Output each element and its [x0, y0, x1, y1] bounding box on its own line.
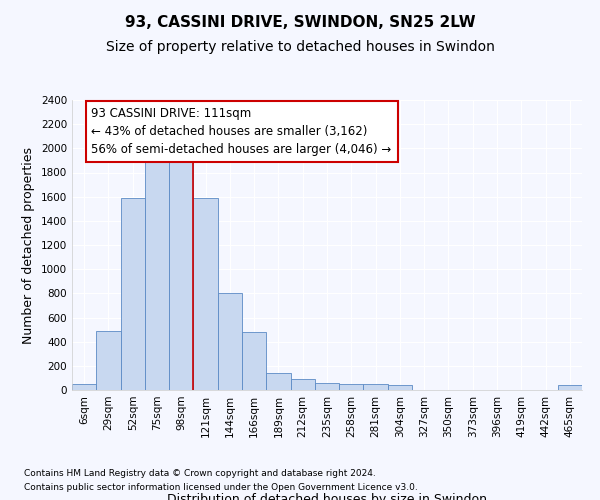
- Bar: [290, 378, 315, 390]
- Text: Contains public sector information licensed under the Open Government Licence v3: Contains public sector information licen…: [24, 484, 418, 492]
- Bar: [266, 373, 290, 390]
- Text: Size of property relative to detached houses in Swindon: Size of property relative to detached ho…: [106, 40, 494, 54]
- Bar: [315, 384, 339, 390]
- Bar: [218, 294, 242, 390]
- Bar: [339, 384, 364, 390]
- X-axis label: Distribution of detached houses by size in Swindon: Distribution of detached houses by size …: [167, 492, 487, 500]
- Y-axis label: Number of detached properties: Number of detached properties: [22, 146, 35, 344]
- Bar: [364, 384, 388, 390]
- Bar: [193, 198, 218, 390]
- Bar: [242, 332, 266, 390]
- Bar: [96, 331, 121, 390]
- Text: 93, CASSINI DRIVE, SWINDON, SN25 2LW: 93, CASSINI DRIVE, SWINDON, SN25 2LW: [125, 15, 475, 30]
- Bar: [121, 198, 145, 390]
- Bar: [388, 385, 412, 390]
- Bar: [558, 385, 582, 390]
- Bar: [169, 154, 193, 390]
- Text: 93 CASSINI DRIVE: 111sqm
← 43% of detached houses are smaller (3,162)
56% of sem: 93 CASSINI DRIVE: 111sqm ← 43% of detach…: [91, 108, 392, 156]
- Bar: [145, 154, 169, 390]
- Bar: [72, 384, 96, 390]
- Text: Contains HM Land Registry data © Crown copyright and database right 2024.: Contains HM Land Registry data © Crown c…: [24, 468, 376, 477]
